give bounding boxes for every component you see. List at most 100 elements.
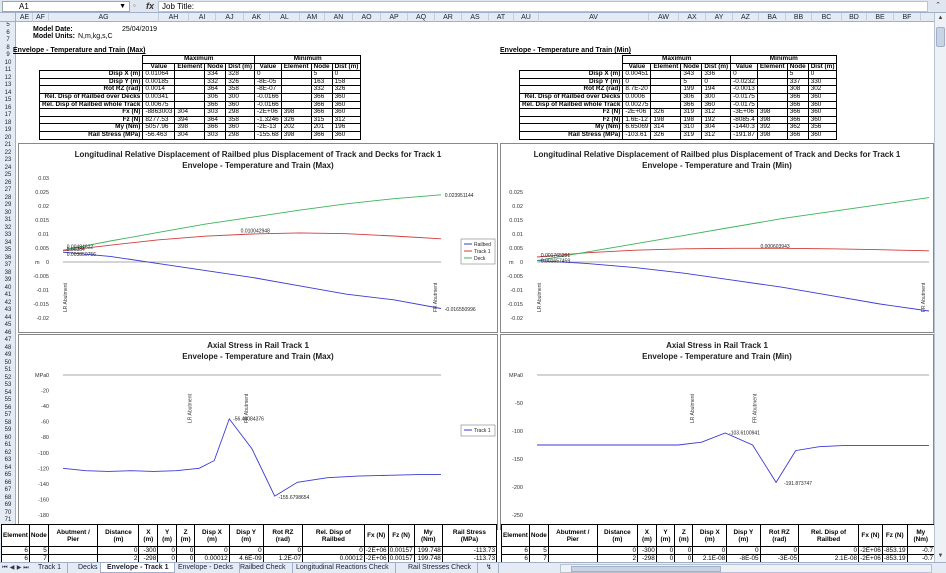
scroll-thumb[interactable] [936,27,945,47]
row-header[interactable]: 9 [6,52,10,58]
cell[interactable]: 0 [726,546,761,555]
cell[interactable]: 0 [262,546,304,555]
cell[interactable]: -191.87 [730,130,758,140]
cell[interactable] [280,92,312,102]
row-header[interactable]: 19 [4,127,12,133]
cell[interactable]: 300 [701,92,732,102]
cell[interactable]: -56.463 [142,130,176,140]
chevron-down-icon[interactable]: ▼ [119,3,126,10]
row-header[interactable]: 45 [4,322,12,328]
cell[interactable] [280,70,312,79]
cell[interactable]: 0 [302,546,365,555]
last-sheet-icon[interactable]: ⏭ [23,565,29,571]
cell[interactable]: 0 [692,546,728,555]
row-header[interactable]: 55 [4,397,12,403]
column-header[interactable]: AQ [408,13,435,22]
cell[interactable]: 360 [807,130,838,140]
row-header[interactable]: 24 [4,164,12,171]
row-header[interactable]: 43 [4,307,12,313]
cell[interactable]: -0.7 [906,546,936,555]
row-header[interactable]: 69 [4,502,12,508]
row-header[interactable]: 60 [4,434,12,441]
column-header[interactable]: AH [159,13,189,22]
column-header[interactable]: AV [539,13,649,22]
cell[interactable] [174,85,206,94]
cell[interactable]: 0 [798,546,860,555]
sheet-tab[interactable]: Envelope - Decks [172,563,240,573]
cell[interactable]: -2E+06 [363,546,389,555]
cell[interactable] [650,70,682,79]
cell[interactable]: 300 [225,92,256,102]
cell[interactable] [47,546,99,555]
row-header[interactable]: 47 [4,337,12,343]
hscroll-thumb[interactable] [571,566,721,572]
row-header[interactable]: 64 [4,464,12,471]
cell[interactable]: -300 [138,546,159,555]
row-header[interactable]: 68 [4,494,12,501]
row-header[interactable]: 34 [4,239,12,246]
row-header[interactable]: 41 [4,292,12,298]
cell[interactable] [756,92,788,102]
row-header[interactable]: 12 [4,74,12,81]
column-header[interactable]: AM [300,13,325,22]
cell[interactable]: 366 [786,92,809,102]
collapse-formula-icon[interactable]: ⌃ [935,2,941,9]
row-header[interactable]: 63 [4,457,12,463]
cell[interactable]: 0 [194,546,230,555]
cell[interactable]: 6 [501,546,530,555]
cell[interactable]: -103.61 [622,130,652,140]
name-box[interactable]: A1 ▼ [2,1,130,12]
cell[interactable]: 304 [174,130,206,140]
row-header[interactable]: 21 [4,142,12,148]
column-header[interactable]: BC [812,13,842,22]
column-header[interactable]: AT [489,13,514,22]
cell[interactable] [547,546,598,555]
cell[interactable]: 398 [280,130,312,140]
cell[interactable]: 298 [225,130,256,140]
row-header[interactable]: 38 [4,269,12,276]
cell[interactable]: 303 [204,130,227,140]
cell[interactable] [650,85,682,94]
cell[interactable]: 360 [331,130,362,140]
row-header[interactable]: 65 [4,472,12,478]
cell[interactable] [174,77,206,87]
row-header[interactable]: 22 [4,149,12,156]
row-header[interactable]: 52 [4,374,12,381]
row-header[interactable]: 70 [4,509,12,516]
cell[interactable]: -0.0175 [730,92,758,102]
row-header[interactable]: 25 [4,172,12,178]
formula-input[interactable]: Job Title: [158,1,928,12]
row-header[interactable]: 37 [4,262,12,268]
row-header[interactable]: 57 [4,412,12,418]
column-header[interactable]: BE [867,13,894,22]
row-header[interactable]: 42 [4,299,12,306]
column-header[interactable]: AJ [216,13,244,22]
row-header[interactable]: 8 [6,44,10,51]
row-header[interactable]: 33 [4,232,12,238]
row-header[interactable]: 13 [4,82,12,88]
vertical-scrollbar[interactable]: ▲ ▼ [934,13,946,562]
column-header[interactable]: AP [381,13,408,22]
row-header[interactable]: 51 [4,367,12,373]
column-header[interactable]: BD [842,13,867,22]
row-header[interactable]: 32 [4,224,12,231]
row-header[interactable]: 6 [6,29,10,36]
column-header[interactable]: AI [189,13,216,22]
cell[interactable] [280,77,312,87]
cell[interactable]: 0.00341 [142,92,176,102]
cell[interactable]: -155.68 [254,130,282,140]
sheet-tab[interactable]: Envelope - Track 1 [100,563,176,573]
row-header[interactable]: 36 [4,254,12,261]
column-header[interactable]: AO [353,13,381,22]
column-header[interactable]: AW [649,13,679,22]
cell[interactable]: 398 [756,130,788,140]
cell[interactable]: 199.748 [413,546,443,555]
cancel-icon[interactable]: ◦ [133,1,136,10]
row-header[interactable]: 35 [4,247,12,253]
cell[interactable]: 326 [650,130,682,140]
column-header[interactable]: AE [17,13,33,22]
cell[interactable]: 306 [680,92,703,102]
row-header[interactable]: 14 [4,89,12,96]
cell[interactable]: 306 [204,92,227,102]
cell[interactable]: 5 [28,546,49,555]
